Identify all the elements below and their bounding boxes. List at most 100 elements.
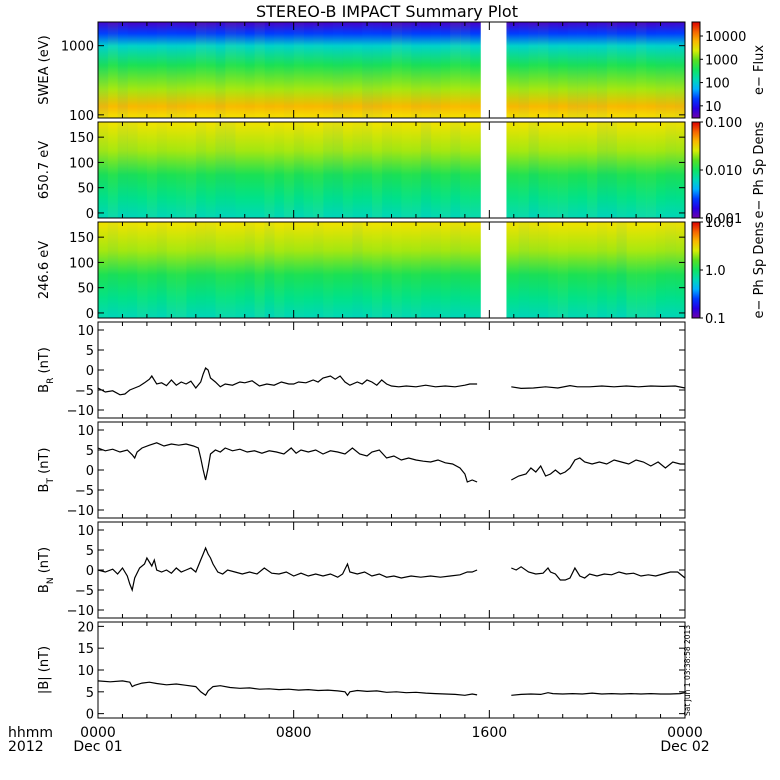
colorbar-tick-label: 0.1 xyxy=(705,312,726,327)
colorbar-tick-label: 1000 xyxy=(705,53,738,68)
heatmap-texture-strip xyxy=(332,122,344,218)
heatmap-texture-strip xyxy=(117,122,128,218)
heatmap-texture-strip xyxy=(411,22,421,118)
y-axis-label: 650.7 eV xyxy=(37,141,52,199)
heatmap-texture-strip xyxy=(450,222,460,318)
heatmap-texture-strip xyxy=(108,222,118,318)
y-tick-label: 5 xyxy=(86,686,94,701)
y-tick-label: 5 xyxy=(86,444,94,459)
y-tick-label: 150 xyxy=(69,231,94,246)
heatmap-texture-strip xyxy=(568,222,578,318)
heatmap-texture-strip xyxy=(675,22,685,118)
heatmap-texture-strip xyxy=(597,222,607,318)
heatmap-texture-strip xyxy=(656,22,666,118)
heatmap-texture-strip xyxy=(352,122,362,218)
panel-bmag: 0 5 10 15 20 |B| (nT) xyxy=(37,620,686,723)
heatmap-texture-strip xyxy=(245,222,255,318)
heatmap-texture-strip xyxy=(646,22,656,118)
heatmap-texture-strip xyxy=(656,222,666,318)
y-tick-label: 5 xyxy=(86,544,94,559)
heatmap-texture-strip xyxy=(577,22,588,118)
heatmap-texture-strip xyxy=(460,122,470,218)
heatmap-texture-strip xyxy=(215,122,226,218)
heatmap-texture-strip xyxy=(401,122,411,218)
heatmap-texture-strip xyxy=(509,222,519,318)
heatmap-texture-strip xyxy=(147,222,157,318)
heatmap-texture-strip xyxy=(303,22,313,118)
heatmap-texture-strip xyxy=(411,122,421,218)
heatmap-texture-strip xyxy=(371,122,383,218)
plot-title: STEREO-B IMPACT Summary Plot xyxy=(256,2,518,21)
colorbar-tick-label: 0.100 xyxy=(705,116,742,131)
heatmap-texture-strip xyxy=(146,122,158,218)
heatmap-texture-strip xyxy=(656,122,666,218)
heatmap-texture-strip xyxy=(421,22,431,118)
y-tick-label: −5 xyxy=(75,484,94,499)
y-tick-label: 150 xyxy=(69,131,94,146)
heatmap-texture-strip xyxy=(118,222,128,318)
heatmap-texture-strip xyxy=(117,22,128,118)
heatmap-texture-strip xyxy=(264,222,275,318)
heatmap-texture-strip xyxy=(607,222,617,318)
colorbar-tick-label: 10.0 xyxy=(705,216,734,231)
y-tick-label: 10 xyxy=(77,424,94,439)
y-axis-label-unit: (nT) xyxy=(37,347,52,377)
y-axis-label: 246.6 eV xyxy=(37,241,52,299)
heatmap-texture-strip xyxy=(225,222,235,318)
heatmap-texture-strip xyxy=(528,122,539,218)
heatmap-texture-strip xyxy=(195,22,207,118)
heatmap-texture-strip xyxy=(557,222,569,318)
y-axis-label-subscript: T xyxy=(46,478,56,485)
heatmap-texture-strip xyxy=(107,22,119,118)
heatmap-texture-strip xyxy=(176,222,187,318)
y-tick-label: 10 xyxy=(77,524,94,539)
heatmap-texture-strip xyxy=(235,22,245,118)
heatmap-texture-strip xyxy=(303,122,313,218)
y-tick-label: 0 xyxy=(86,207,94,222)
series-line-bt xyxy=(511,457,685,481)
heatmap-texture-strip xyxy=(225,22,236,118)
series-line-bmag xyxy=(511,692,686,696)
panel-bn: −10 −5 0 5 10 BN (nT) xyxy=(37,521,686,619)
heatmap-texture-strip xyxy=(157,22,167,118)
heatmap-texture-strip xyxy=(294,222,304,318)
heatmap-texture-strip xyxy=(392,122,402,218)
time-tick-label: 1600 xyxy=(472,725,508,741)
heatmap-texture-strip xyxy=(166,22,177,118)
y-tick-label: 0 xyxy=(86,708,94,723)
y-tick-label: 100 xyxy=(69,109,94,124)
heatmap-texture-strip xyxy=(196,122,206,218)
heatmap-texture-strip xyxy=(313,222,323,318)
colorbar-tick-label: 1.0 xyxy=(705,264,726,279)
y-axis-label-unit: (nT) xyxy=(37,448,52,478)
y-axis-label-subscript: N xyxy=(46,577,56,584)
heatmap-texture-strip xyxy=(147,22,157,118)
heatmap-texture-strip xyxy=(196,222,206,318)
y-tick-label: 100 xyxy=(69,156,94,171)
panel-swea: 100 1000 SWEA (eV) 10 100 1000 10000 e− Flux xyxy=(37,21,767,124)
heatmap-swea xyxy=(98,22,685,118)
y-axis-label: BT (nT) xyxy=(37,448,56,493)
colorbar-tick-label: 100 xyxy=(705,77,730,92)
heatmap-texture-strip xyxy=(538,22,548,118)
heatmap-texture-strip xyxy=(127,22,137,118)
heatmap-texture-strip xyxy=(332,22,344,118)
heatmap-texture-strip xyxy=(459,22,471,118)
heatmap-texture-strip xyxy=(313,122,324,218)
y-tick-label: −10 xyxy=(67,604,94,619)
heatmap-texture-strip xyxy=(294,122,304,218)
heatmap-texture-strip xyxy=(557,122,569,218)
heatmap-pad246 xyxy=(98,222,685,318)
heatmap-texture-strip xyxy=(264,22,274,118)
y-tick-label: 100 xyxy=(69,256,94,271)
heatmap-texture-strip xyxy=(636,22,647,118)
colorbar-tick-label: 10000 xyxy=(705,30,746,45)
colorbar-label: e− Ph Sp Dens xyxy=(752,121,767,218)
heatmap-texture-strip xyxy=(577,222,587,318)
heatmap-texture-strip xyxy=(343,22,353,118)
heatmap-texture-strip xyxy=(107,122,119,218)
y-axis-label: |B| (nT) xyxy=(37,646,52,694)
heatmap-texture-strip xyxy=(577,122,587,218)
y-axis-label-unit: (nT) xyxy=(37,547,52,577)
